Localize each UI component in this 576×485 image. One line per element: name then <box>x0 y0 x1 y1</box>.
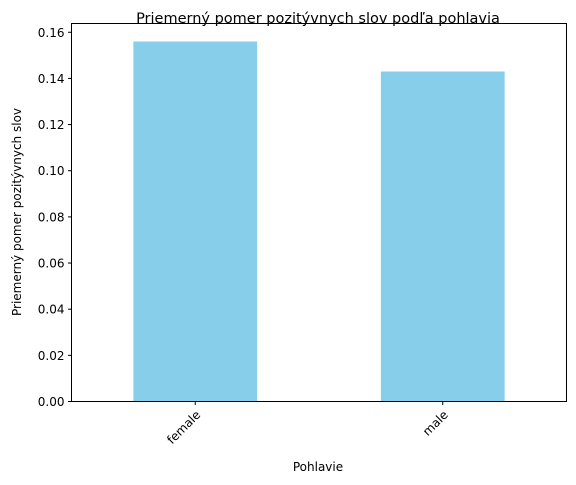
y-tick-label: 0.08 <box>38 210 65 224</box>
y-tick-label: 0.00 <box>38 395 65 409</box>
bar-male <box>380 71 505 402</box>
y-axis-label: Priemerný pomer pozitývnych slov <box>10 108 24 316</box>
plot-frame <box>71 23 567 402</box>
y-tick-label: 0.14 <box>38 72 65 86</box>
bar-female <box>133 41 258 402</box>
y-tick-label: 0.04 <box>38 303 65 317</box>
y-tick-label: 0.12 <box>38 118 65 132</box>
x-axis-label: Pohlavie <box>293 460 343 474</box>
y-tick-label: 0.06 <box>38 257 65 271</box>
bars-layer <box>133 41 505 402</box>
y-tick-label: 0.10 <box>38 164 65 178</box>
chart-title: Priemerný pomer pozitývnych slov podľa p… <box>136 11 500 27</box>
y-tick-label: 0.02 <box>38 349 65 363</box>
y-axis: 0.00 0.02 0.04 0.06 0.08 0.10 0.12 0.14 0.16 <box>38 26 72 409</box>
y-tick-label: 0.16 <box>38 26 65 40</box>
